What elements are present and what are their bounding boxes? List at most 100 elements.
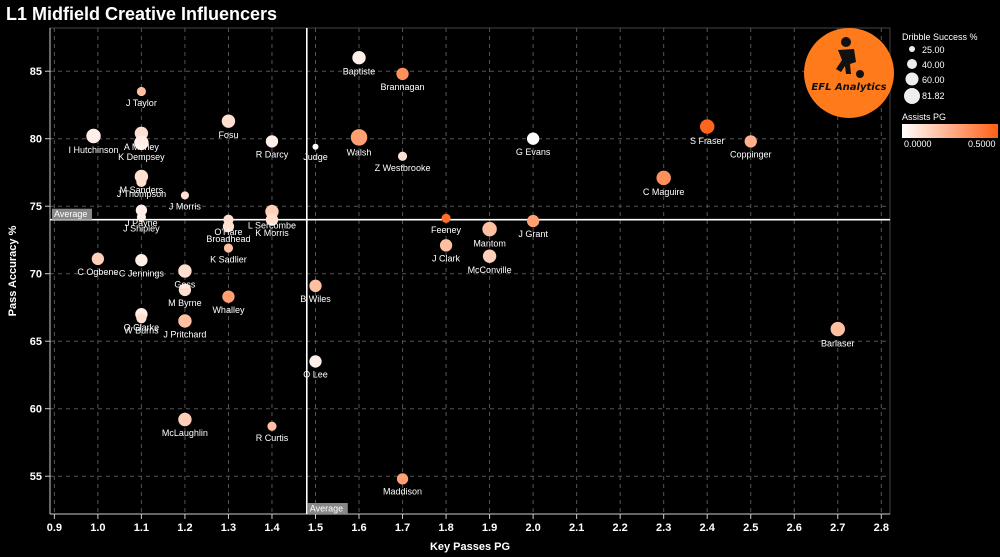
x-tick-label: 1.1 — [134, 522, 149, 534]
football-player-icon — [836, 37, 864, 78]
x-axis-label: Key Passes PG — [430, 541, 510, 553]
point-label: Broadhead — [206, 234, 250, 244]
y-tick-label: 55 — [30, 471, 42, 483]
data-point — [222, 290, 235, 303]
x-tick-label: 2.0 — [525, 522, 540, 534]
point-label: Fosu — [218, 130, 238, 140]
color-legend: Assists PG 0.0000 0.5000 — [900, 112, 1000, 152]
point-label: Walsh — [347, 148, 372, 158]
data-point — [178, 412, 192, 427]
point-label: C Jennings — [119, 268, 165, 278]
color-legend-max: 0.5000 — [968, 139, 996, 149]
data-point — [134, 135, 149, 150]
data-points — [86, 51, 845, 485]
size-legend-value: 81.82 — [922, 91, 945, 101]
point-label: J Pritchard — [163, 330, 206, 340]
x-tick-label: 2.5 — [743, 522, 758, 534]
x-tick-label: 1.5 — [308, 522, 323, 534]
point-label: Barlaser — [821, 338, 855, 348]
data-point — [265, 213, 279, 226]
data-point — [178, 314, 192, 328]
logo-text: EFL Analytics — [811, 82, 887, 93]
data-point — [178, 264, 192, 278]
data-point — [178, 283, 192, 297]
size-legend-value: 60.00 — [922, 75, 945, 85]
data-point — [350, 129, 368, 146]
point-label: Z Westbrooke — [375, 163, 431, 173]
y-tick-label: 75 — [30, 201, 42, 213]
point-label: S Fraser — [690, 136, 725, 146]
x-tick-label: 0.9 — [47, 522, 62, 534]
x-tick-label: 1.6 — [351, 522, 366, 534]
point-label: Baptiste — [343, 66, 376, 76]
data-point — [136, 176, 147, 188]
data-point — [309, 355, 322, 368]
size-legend: Dribble Success % 25.00 40.00 60.00 81.8… — [900, 32, 995, 107]
data-point — [265, 135, 279, 148]
data-point — [526, 132, 540, 145]
efl-analytics-logo: EFL Analytics — [804, 28, 894, 118]
data-point — [136, 212, 146, 222]
data-point — [180, 191, 189, 200]
point-label: Goss — [174, 280, 196, 290]
point-label: Judge — [303, 152, 328, 162]
point-label: Maddison — [383, 487, 422, 497]
size-legend-title: Dribble Success % — [902, 32, 978, 42]
data-point — [223, 243, 234, 253]
point-labels: Baptiste Brannagan J Taylor A Morley Fosu I H… — [69, 66, 855, 496]
x-tick-label: 1.2 — [177, 522, 192, 534]
data-point — [744, 135, 757, 148]
point-label: L Sercombe — [248, 220, 296, 230]
data-point — [482, 249, 497, 263]
point-label: O Clarke — [124, 322, 160, 332]
color-legend-min: 0.0000 — [904, 139, 932, 149]
point-label: J Morris — [169, 201, 201, 211]
data-point — [699, 119, 715, 134]
point-label: A Morley — [124, 142, 160, 152]
point-label: McLaughlin — [162, 428, 208, 438]
point-label: McConville — [468, 265, 512, 275]
point-label: J Shipley — [123, 224, 160, 234]
data-point — [222, 220, 235, 233]
y-tick-label: 70 — [30, 269, 42, 281]
point-label: Whalley — [212, 305, 245, 315]
color-gradient-bar — [902, 124, 998, 138]
point-label: C Maguire — [643, 187, 685, 197]
y-tick-label: 85 — [30, 66, 42, 78]
size-legend-value: 25.00 — [922, 45, 945, 55]
x-tick-label: 1.7 — [395, 522, 410, 534]
data-point — [656, 170, 671, 186]
point-label: R Curtis — [256, 433, 289, 443]
point-label: K Dempsey — [118, 152, 165, 162]
y-tick-label: 80 — [30, 134, 42, 146]
x-average-label: Average — [310, 504, 343, 514]
point-label: O Lee — [303, 370, 328, 380]
x-tick-label: 2.1 — [569, 522, 584, 534]
data-point — [86, 128, 101, 144]
point-label: J Taylor — [126, 98, 157, 108]
point-label: J Grant — [518, 229, 548, 239]
data-point — [91, 252, 105, 266]
x-tick-label: 2.2 — [613, 522, 628, 534]
data-point — [135, 204, 148, 216]
chart-title: L1 Midfield Creative Influencers — [6, 4, 278, 24]
data-point — [309, 279, 322, 293]
point-label: B Wiles — [300, 294, 331, 304]
point-label: J Payne — [125, 218, 158, 228]
data-point — [830, 321, 845, 337]
data-point — [352, 51, 366, 65]
point-label: I Hutchinson — [69, 145, 119, 155]
data-point — [221, 114, 236, 128]
size-legend-value: 40.00 — [922, 60, 945, 70]
x-tick-label: 1.0 — [90, 522, 105, 534]
point-label: G Evans — [516, 147, 551, 157]
point-label: O'Hare — [214, 227, 242, 237]
axes: 0.9 1.0 1.1 1.2 1.3 1.4 1.5 1.6 1.7 1.8 1.9 2.0 2.1 2… — [7, 28, 890, 553]
point-label: J Thompson — [117, 189, 166, 199]
data-point — [482, 221, 497, 237]
data-point — [396, 67, 409, 81]
y-tick-label: 60 — [30, 404, 42, 416]
point-label: C Ogbene — [77, 267, 118, 277]
y-tick-label: 65 — [30, 336, 42, 348]
